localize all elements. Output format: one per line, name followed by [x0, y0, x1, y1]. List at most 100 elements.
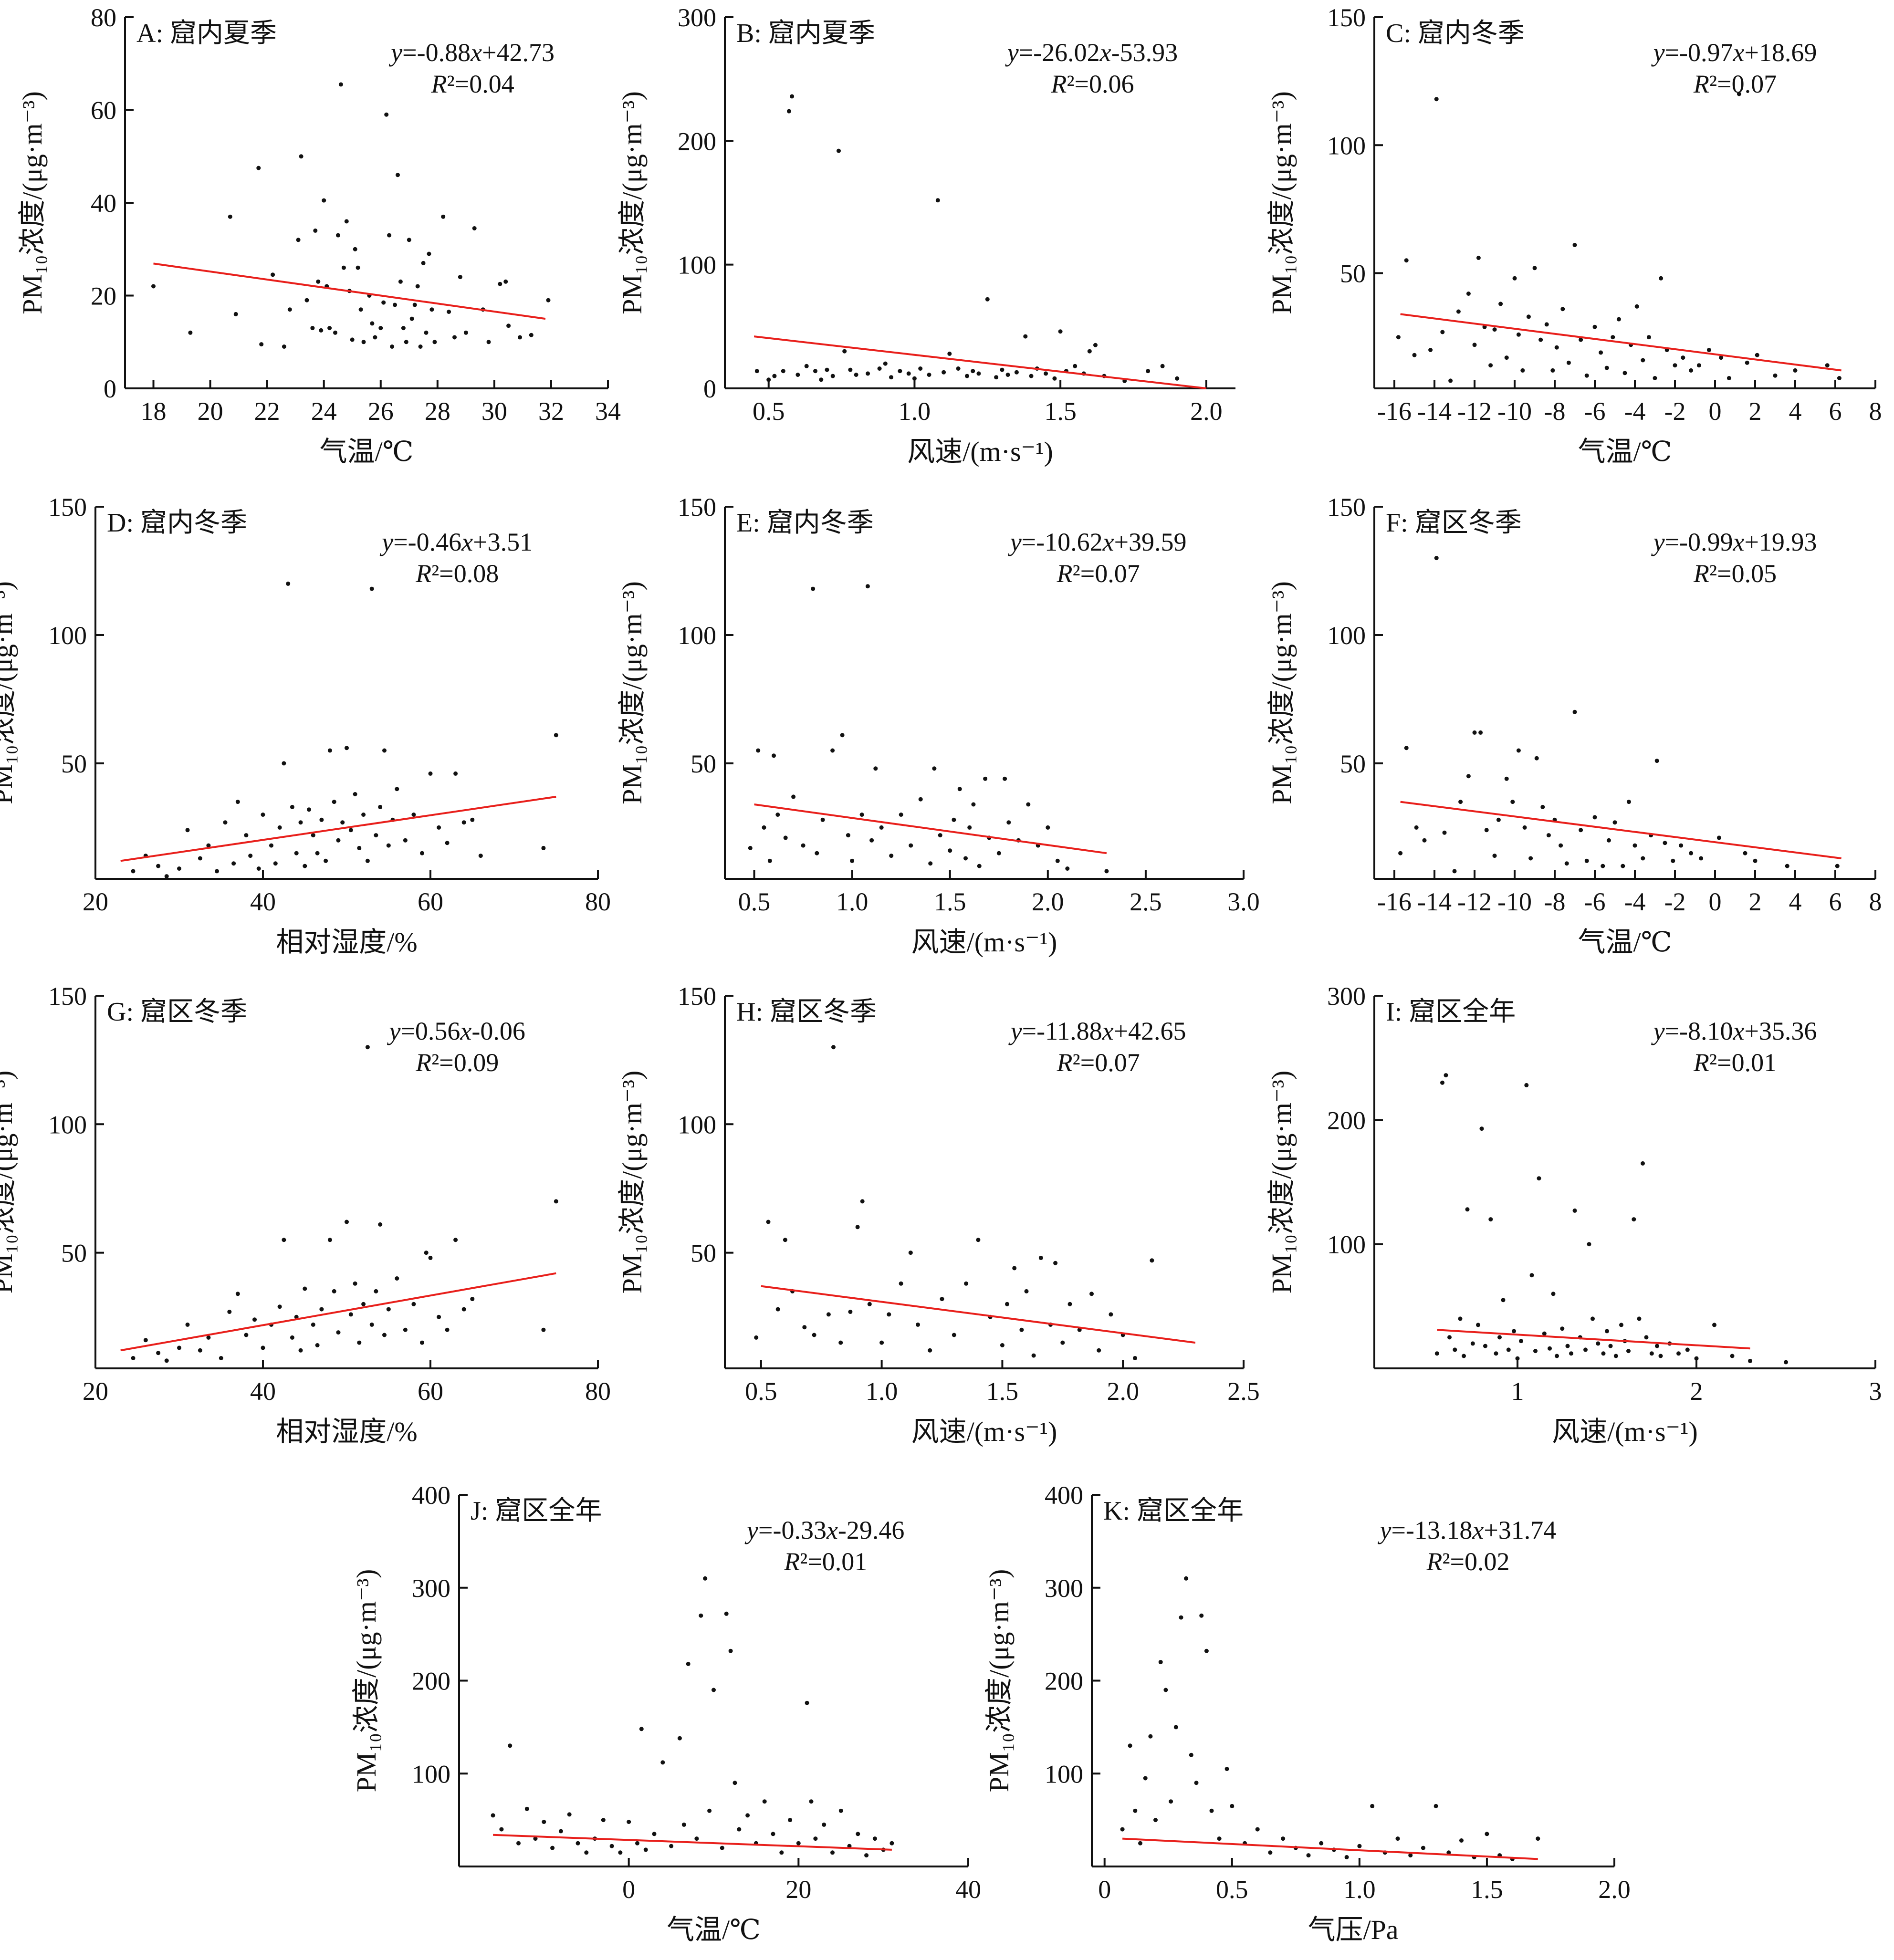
x-tick-label: 0.5 — [738, 887, 771, 916]
scatter-point — [866, 371, 870, 376]
y-tick-label: 200 — [1327, 1106, 1366, 1135]
scatter-point — [983, 776, 988, 781]
scatter-point — [452, 335, 457, 340]
scatter-point — [353, 1281, 357, 1286]
scatter-point — [1472, 730, 1477, 735]
scatter-point — [1649, 1351, 1654, 1356]
y-axis-title: PM₁₀浓度/(μg·m⁻³) — [617, 1071, 648, 1294]
scatter-point — [848, 367, 853, 372]
scatter-point — [1572, 1208, 1577, 1213]
y-tick-label: 100 — [48, 621, 87, 650]
x-tick-label: 0 — [622, 1875, 635, 1904]
scatter-point — [1476, 255, 1481, 260]
scatter-point — [850, 858, 855, 863]
x-tick-label: 28 — [425, 397, 450, 426]
scatter-point — [252, 1317, 257, 1322]
scatter-point — [244, 1333, 249, 1337]
scatter-point — [859, 813, 864, 817]
chart-panel-d: 20 40 60 80 50 100 150 相对湿度/% PM₁₀浓度/(μg·m⁻³) D: … — [0, 493, 611, 958]
regression-line — [120, 1272, 556, 1352]
scatter-point — [1148, 1734, 1153, 1739]
scatter-point — [686, 1661, 691, 1666]
scatter-point — [635, 1841, 639, 1845]
x-tick-label: 1.0 — [899, 397, 931, 426]
scatter-point — [879, 1340, 884, 1345]
scatter-point — [235, 1292, 240, 1296]
scatter-point — [223, 820, 228, 825]
scatter-point — [151, 284, 156, 289]
x-tick-label: 2.0 — [1032, 887, 1064, 916]
x-tick-label: 2.0 — [1598, 1875, 1631, 1904]
scatter-point — [1065, 866, 1070, 871]
scatter-point — [846, 833, 850, 838]
scatter-point — [1442, 830, 1447, 835]
scatter-point — [1613, 1354, 1618, 1358]
scatter-point — [432, 340, 437, 344]
scatter-point — [1548, 1346, 1552, 1351]
scatter-point — [353, 247, 357, 251]
x-axis-title: 气压/Pa — [1308, 1914, 1398, 1945]
scatter-point — [766, 377, 771, 382]
x-axis-title: 风速/(m·s⁻¹) — [907, 436, 1053, 467]
scatter-point — [424, 1251, 429, 1255]
scatter-point — [889, 1841, 894, 1845]
scatter-point — [1184, 1576, 1189, 1581]
y-tick-label: 50 — [1340, 750, 1366, 778]
regression-line — [754, 803, 1107, 855]
scatter-point — [1470, 1341, 1475, 1346]
regression-line — [1400, 801, 1842, 859]
scatter-point — [1128, 1743, 1132, 1748]
scatter-point — [395, 1276, 399, 1281]
scatter-point — [1169, 1799, 1173, 1804]
scatter-point — [378, 804, 383, 809]
scatter-point — [541, 845, 546, 850]
scatter-point — [1488, 363, 1493, 368]
y-tick-label: 150 — [678, 493, 716, 521]
y-axis-title: PM₁₀浓度/(μg·m⁻³) — [0, 581, 18, 804]
scatter-point — [1653, 376, 1657, 380]
scatter-point — [1422, 838, 1427, 843]
scatter-point — [1641, 856, 1645, 861]
scatter-point — [361, 813, 366, 817]
scatter-point — [1485, 1832, 1489, 1836]
x-tick-label: 6 — [1829, 397, 1842, 426]
scatter-point — [244, 833, 249, 838]
scatter-point — [947, 351, 952, 356]
scatter-point — [198, 1348, 202, 1353]
scatter-point — [324, 858, 328, 863]
x-tick-label: -10 — [1497, 397, 1532, 426]
scatter-point — [418, 344, 423, 349]
scatter-point — [1058, 329, 1063, 334]
scatter-point — [1498, 302, 1503, 306]
scatter-point — [1522, 825, 1527, 830]
scatter-point — [1538, 337, 1543, 342]
scatter-point — [215, 869, 219, 874]
scatter-point — [313, 228, 318, 233]
scatter-point — [437, 825, 441, 830]
scatter-point — [830, 1850, 835, 1855]
scatter-point — [1456, 309, 1461, 314]
scatter-point — [327, 1238, 332, 1242]
x-tick-label: 40 — [955, 1875, 981, 1904]
r-squared-label: R²=0.07 — [1693, 70, 1777, 98]
scatter-point — [1537, 1176, 1541, 1181]
scatter-point — [1512, 276, 1517, 281]
scatter-point — [1138, 1841, 1142, 1845]
scatter-point — [1408, 1853, 1413, 1858]
scatter-point — [470, 1297, 475, 1302]
regression-equation: y=-0.88x+42.73 — [388, 38, 555, 67]
scatter-point — [131, 1356, 136, 1360]
scatter-point — [458, 275, 462, 280]
scatter-point — [319, 817, 324, 822]
scatter-point — [1621, 864, 1625, 868]
scatter-point — [294, 851, 299, 855]
scatter-point — [357, 845, 362, 850]
scatter-point — [307, 807, 311, 812]
scatter-point — [609, 1844, 614, 1848]
scatter-point — [299, 154, 303, 159]
chart-panel-b: 0.5 1.0 1.5 2.0 0 100 200 300 风速/(m·s⁻¹) PM₁₀浓度/(… — [617, 3, 1235, 467]
scatter-point — [677, 1736, 682, 1741]
scatter-point — [1026, 802, 1031, 807]
scatter-point — [1024, 1289, 1029, 1293]
scatter-point — [282, 1238, 286, 1242]
